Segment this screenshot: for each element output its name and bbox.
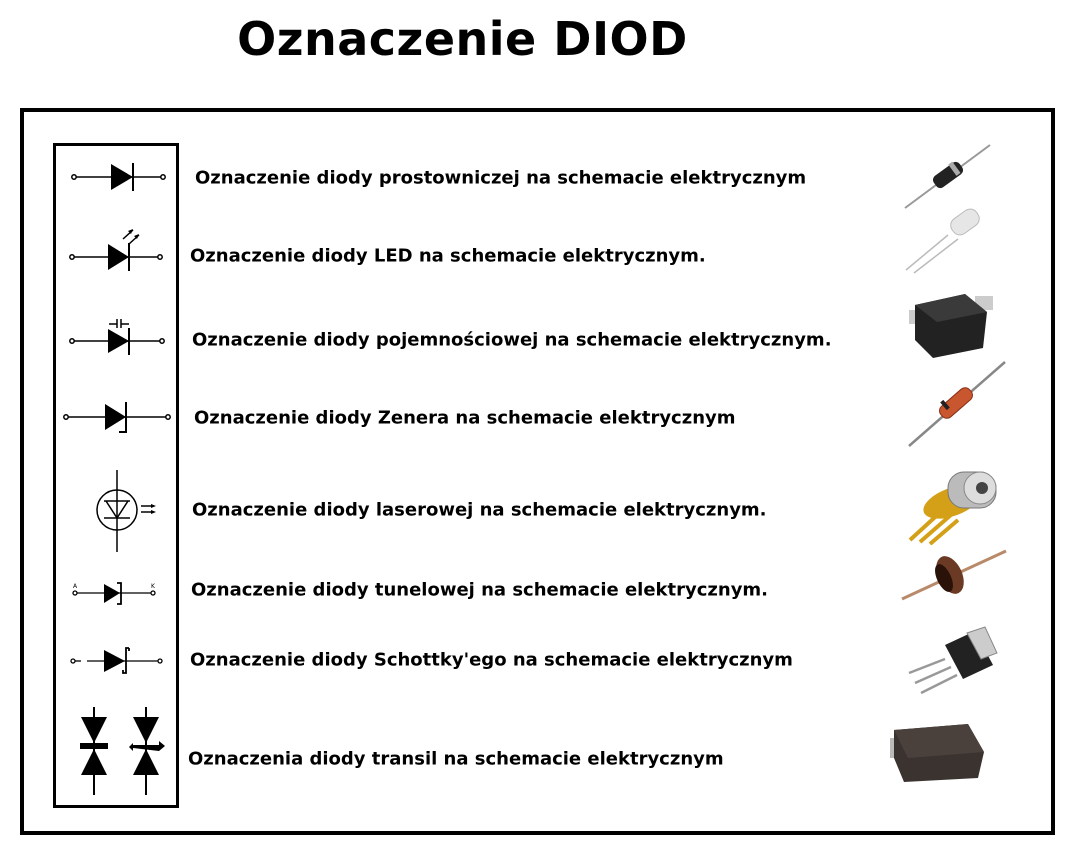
row-label-zener: Oznaczenie diody Zenera na schemacie ele… xyxy=(194,407,736,429)
smd-diode-photo xyxy=(909,294,993,358)
cathode-label: K xyxy=(151,583,156,590)
schottky-diode-icon xyxy=(70,647,163,674)
laser-diode-icon xyxy=(96,470,156,552)
to220-diode-photo xyxy=(908,626,998,695)
smd-transil-photo xyxy=(890,724,984,782)
glass-zener-diode-photo xyxy=(908,361,1006,447)
row-label-led: Oznaczenie diody LED na schemacie elektr… xyxy=(190,245,706,267)
anode-label: A xyxy=(73,583,78,590)
rectifier-diode-icon xyxy=(71,163,166,191)
tunnel-diode-icon: A K xyxy=(72,582,156,605)
row-label-rectifier: Oznaczenie diody prostowniczej na schema… xyxy=(195,167,807,189)
axial-rectifier-diode-photo xyxy=(904,144,991,209)
transil-diode-icon xyxy=(80,707,165,795)
row-label-schottky: Oznaczenie diody Schottky'ego na schemac… xyxy=(190,649,793,671)
laser-diode-can-photo xyxy=(908,471,997,545)
varicap-diode-icon xyxy=(69,319,165,355)
row-label-varicap: Oznaczenie diody pojemnościowej na schem… xyxy=(192,329,832,351)
tunnel-diode-photo xyxy=(901,549,1007,601)
row-label-transil: Oznaczenia diody transil na schemacie el… xyxy=(188,748,724,770)
row-label-tunnel: Oznaczenie diody tunelowej na schemacie … xyxy=(191,579,769,601)
clear-led-photo xyxy=(905,208,980,274)
zener-diode-icon xyxy=(63,402,171,433)
content-frame xyxy=(20,108,1055,835)
led-icon xyxy=(69,229,163,271)
symbol-column xyxy=(53,143,179,808)
page-title: Oznaczenie DIOD xyxy=(237,12,688,66)
row-label-laser: Oznaczenie diody laserowej na schemacie … xyxy=(192,499,767,521)
